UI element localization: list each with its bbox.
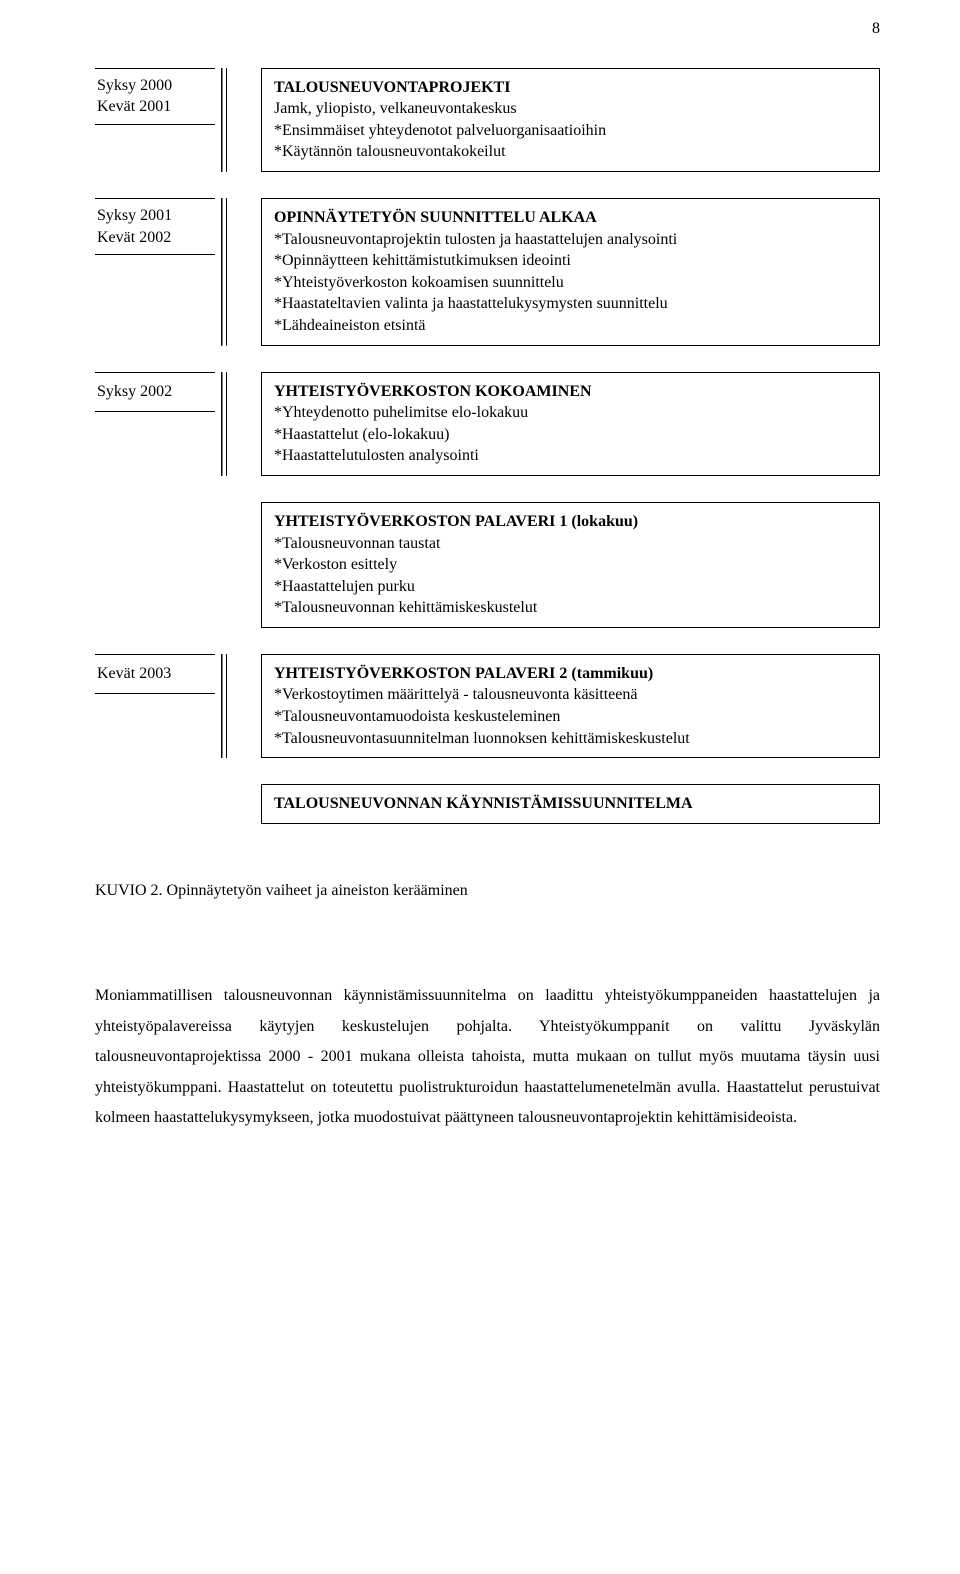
diagram-row: TALOUSNEUVONNAN KÄYNNISTÄMISSUUNNITELMA xyxy=(95,784,880,824)
time-column: Kevät 2003 xyxy=(95,654,215,758)
content-column: TALOUSNEUVONTAPROJEKTIJamk, yliopisto, v… xyxy=(261,68,880,172)
box-line: *Käytännön talousneuvontakokeilut xyxy=(274,141,867,163)
box-line: *Verkoston esittely xyxy=(274,554,867,576)
time-column: Syksy 2002 xyxy=(95,372,215,476)
box-line: *Haastattelut (elo-lokakuu) xyxy=(274,424,867,446)
box-title: TALOUSNEUVONTAPROJEKTI xyxy=(274,77,867,99)
diagram-row: Syksy 2000Kevät 2001 TALOUSNEUVONTAPROJEK… xyxy=(95,68,880,172)
time-label: Kevät 2002 xyxy=(97,227,213,249)
box-line: *Talousneuvonnan kehittämiskeskustelut xyxy=(274,597,867,619)
connector-column xyxy=(215,372,261,476)
box-line: *Lähdeaineiston etsintä xyxy=(274,315,867,337)
vertical-bar-icon xyxy=(221,654,227,758)
box-line: *Talousneuvontaprojektin tulosten ja haa… xyxy=(274,229,867,251)
box-title: OPINNÄYTETYÖN SUUNNITTELU ALKAA xyxy=(274,207,867,229)
content-box: OPINNÄYTETYÖN SUUNNITTELU ALKAA*Talousne… xyxy=(261,198,880,346)
time-label: Syksy 2002 xyxy=(97,381,213,403)
diagram-row: Syksy 2002YHTEISTYÖVERKOSTON KOKOAMINEN*… xyxy=(95,372,880,476)
time-label: Syksy 2000 xyxy=(97,75,213,97)
content-column: YHTEISTYÖVERKOSTON PALAVERI 2 (tammikuu)… xyxy=(261,654,880,758)
connector-column xyxy=(215,68,261,172)
time-label: Kevät 2001 xyxy=(97,96,213,118)
box-line: *Haastateltavien valinta ja haastatteluk… xyxy=(274,293,867,315)
time-box: Kevät 2003 xyxy=(95,654,215,694)
box-line: *Opinnäytteen kehittämistutkimuksen ideo… xyxy=(274,250,867,272)
body-paragraph: Moniammatillisen talousneuvonnan käynnis… xyxy=(95,981,880,1133)
diagram-row: Kevät 2003 YHTEISTYÖVERKOSTON PALAVERI 2 … xyxy=(95,654,880,758)
content-box: YHTEISTYÖVERKOSTON KOKOAMINEN*Yhteydenot… xyxy=(261,372,880,476)
time-box: Syksy 2002 xyxy=(95,372,215,412)
time-box: Syksy 2001Kevät 2002 xyxy=(95,198,215,255)
vertical-bar-icon xyxy=(221,198,227,346)
connector-column xyxy=(215,198,261,346)
box-line: *Ensimmäiset yhteydenotot palveluorganis… xyxy=(274,120,867,142)
content-box: TALOUSNEUVONNAN KÄYNNISTÄMISSUUNNITELMA xyxy=(261,784,880,824)
box-line: *Talousneuvonnan taustat xyxy=(274,533,867,555)
box-line: *Yhteydenotto puhelimitse elo-lokakuu xyxy=(274,402,867,424)
box-line: *Haastattelujen purku xyxy=(274,576,867,598)
content-column: OPINNÄYTETYÖN SUUNNITTELU ALKAA*Talousne… xyxy=(261,198,880,346)
vertical-bar-icon xyxy=(221,372,227,476)
box-title: YHTEISTYÖVERKOSTON PALAVERI 2 (tammikuu) xyxy=(274,663,867,685)
content-box: TALOUSNEUVONTAPROJEKTIJamk, yliopisto, v… xyxy=(261,68,880,172)
content-box: YHTEISTYÖVERKOSTON PALAVERI 2 (tammikuu)… xyxy=(261,654,880,758)
time-box: Syksy 2000Kevät 2001 xyxy=(95,68,215,125)
box-title: TALOUSNEUVONNAN KÄYNNISTÄMISSUUNNITELMA xyxy=(274,793,867,815)
box-line: *Haastattelutulosten analysointi xyxy=(274,445,867,467)
page-number: 8 xyxy=(95,18,880,40)
diagram-row: Syksy 2001Kevät 2002 OPINNÄYTETYÖN SUUNNI… xyxy=(95,198,880,346)
box-title: YHTEISTYÖVERKOSTON PALAVERI 1 (lokakuu) xyxy=(274,511,867,533)
box-line: *Talousneuvontasuunnitelman luonnoksen k… xyxy=(274,728,867,750)
box-line: *Yhteistyöverkoston kokoamisen suunnitte… xyxy=(274,272,867,294)
content-box: YHTEISTYÖVERKOSTON PALAVERI 1 (lokakuu)*… xyxy=(261,502,880,628)
figure-caption: KUVIO 2. Opinnäytetyön vaiheet ja aineis… xyxy=(95,880,880,902)
box-line: Jamk, yliopisto, velkaneuvontakeskus xyxy=(274,98,867,120)
diagram-container: Syksy 2000Kevät 2001 TALOUSNEUVONTAPROJEK… xyxy=(95,68,880,824)
vertical-bar-icon xyxy=(221,68,227,172)
connector-column xyxy=(215,654,261,758)
time-label: Syksy 2001 xyxy=(97,205,213,227)
content-column: YHTEISTYÖVERKOSTON KOKOAMINEN*Yhteydenot… xyxy=(261,372,880,476)
time-column: Syksy 2000Kevät 2001 xyxy=(95,68,215,172)
box-title: YHTEISTYÖVERKOSTON KOKOAMINEN xyxy=(274,381,867,403)
diagram-row: YHTEISTYÖVERKOSTON PALAVERI 1 (lokakuu)*… xyxy=(95,502,880,628)
time-column: Syksy 2001Kevät 2002 xyxy=(95,198,215,346)
time-label: Kevät 2003 xyxy=(97,663,213,685)
box-line: *Talousneuvontamuodoista keskusteleminen xyxy=(274,706,867,728)
box-line: *Verkostoytimen määrittelyä - talousneuv… xyxy=(274,684,867,706)
